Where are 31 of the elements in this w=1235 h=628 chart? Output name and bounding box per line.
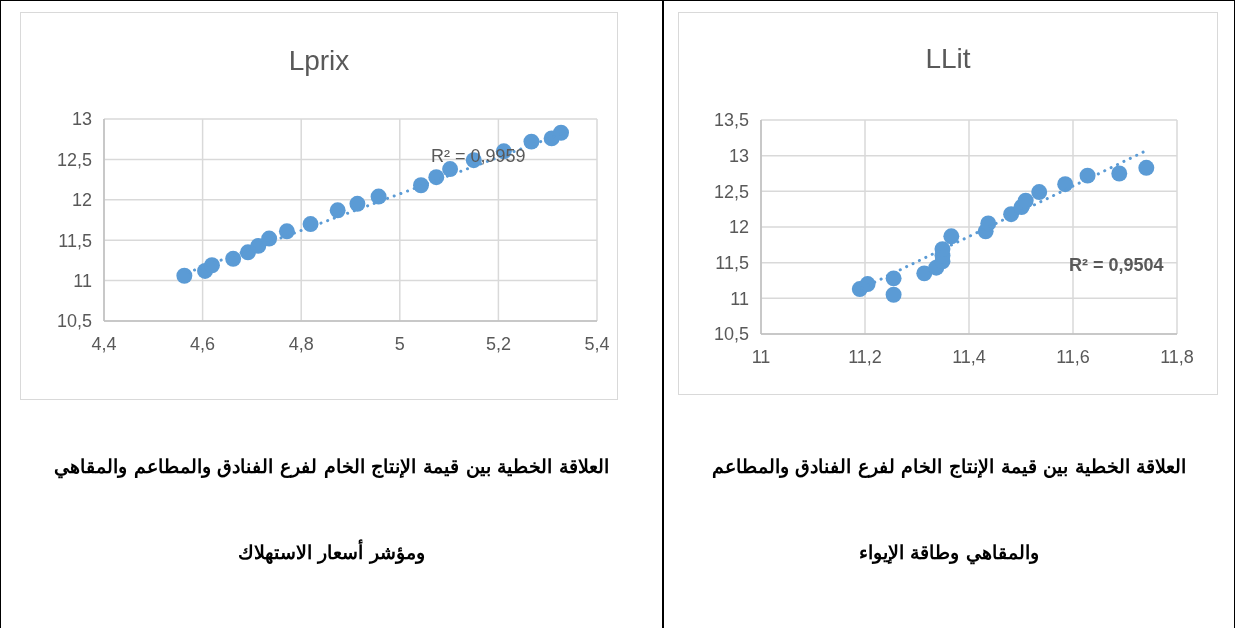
text: والمقاهي وطاقة الإيواء — [857, 541, 1041, 563]
y-tick-label: 12 — [71, 190, 92, 211]
y-tick-label: 11 — [730, 288, 749, 309]
x-tick-label: 4,8 — [288, 333, 314, 354]
y-tick-label: 10,5 — [56, 311, 92, 332]
x-tick-label: 5,2 — [485, 333, 511, 354]
x-tick-label: 11,8 — [1160, 346, 1194, 367]
y-tick-label: 12 — [728, 217, 749, 238]
x-tick-label: 11,6 — [1056, 346, 1090, 367]
x-tick-label: 5 — [394, 333, 405, 354]
x-tick-label: 11,2 — [848, 346, 882, 367]
y-tick-label: 11,5 — [715, 253, 749, 274]
y-tick-label: 13 — [71, 109, 92, 130]
text: العلاقة الخطية بين قيمة الإنتاج الخام لفرع الفنادق والمطاعم — [710, 455, 1188, 477]
x-tick-label: 11,4 — [952, 346, 986, 367]
x-tick-label: 4,6 — [190, 333, 216, 354]
chart-title: Lprix — [287, 45, 351, 77]
chart-title: LLit — [924, 43, 972, 75]
x-tick-label: 4,4 — [91, 333, 117, 354]
y-tick-label: 10,5 — [713, 324, 749, 345]
y-tick-label: 11,5 — [58, 230, 92, 251]
y-tick-label: 11 — [73, 270, 92, 291]
y-tick-label: 12,5 — [56, 149, 92, 170]
x-tick-label: 11 — [751, 346, 771, 367]
text: العلاقة الخطية بين قيمة الإنتاج الخام لفرع الفنادق والمطاعم والمقاهي — [53, 455, 610, 477]
y-tick-label: 12,5 — [713, 181, 749, 202]
y-tick-label: 13 — [728, 146, 749, 167]
y-tick-label: 13,5 — [713, 110, 749, 131]
text: ومؤشر أسعار الاستهلاك — [236, 541, 427, 563]
x-tick-label: 5,4 — [584, 333, 610, 354]
annotation: R² = 0,9504 — [1069, 255, 1164, 276]
